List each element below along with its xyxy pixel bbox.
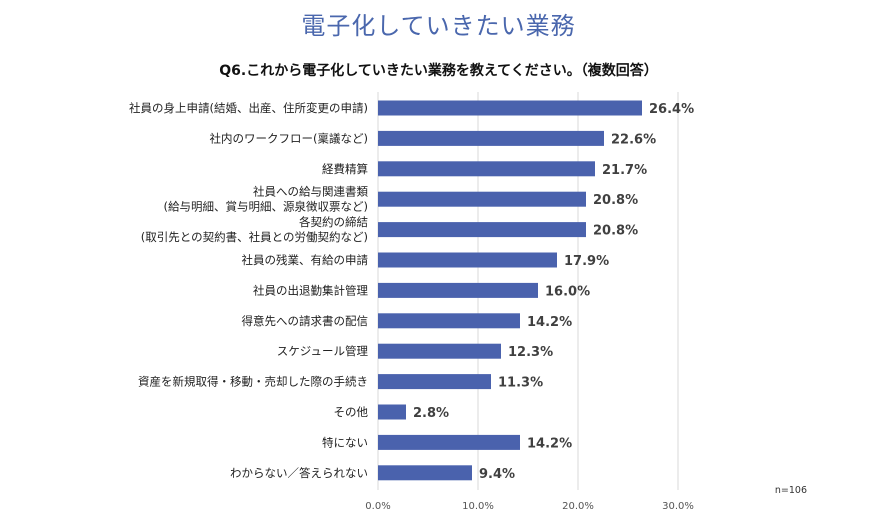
sample-size-note: n=106 bbox=[774, 485, 807, 496]
category-label: わからない／答えられない bbox=[230, 466, 368, 480]
data-label: 20.8% bbox=[593, 193, 638, 208]
category-label: スケジュール管理 bbox=[277, 344, 369, 358]
data-label: 16.0% bbox=[545, 284, 590, 299]
category-label: 社内のワークフロー(稟議など) bbox=[210, 131, 368, 145]
data-label: 17.9% bbox=[564, 254, 609, 269]
data-label: 11.3% bbox=[498, 376, 543, 391]
bar bbox=[378, 404, 406, 420]
question-text: Q6.これから電子化していきたい業務を教えてください。（複数回答） bbox=[219, 63, 658, 79]
x-tick-label: 0.0% bbox=[365, 501, 390, 512]
category-label: 資産を新規取得・移動・売却した際の手続き bbox=[138, 375, 368, 389]
bar bbox=[378, 222, 586, 238]
data-label: 20.8% bbox=[593, 224, 638, 239]
data-label: 9.4% bbox=[479, 467, 515, 482]
x-tick-label: 20.0% bbox=[562, 501, 594, 512]
category-label: 社員の身上申請(結婚、出産、住所変更の申請) bbox=[129, 101, 368, 115]
bar bbox=[378, 434, 520, 450]
data-label: 14.2% bbox=[527, 436, 572, 451]
data-label: 2.8% bbox=[413, 406, 449, 421]
bar bbox=[378, 130, 604, 146]
data-label: 12.3% bbox=[508, 345, 553, 360]
category-label: 社員への給与関連書類 bbox=[253, 185, 368, 199]
bar bbox=[378, 252, 557, 268]
data-label: 14.2% bbox=[527, 315, 572, 330]
category-label: 社員の残業、有給の申請 bbox=[242, 253, 369, 267]
category-label: 各契約の締結 bbox=[299, 215, 368, 229]
category-label: 社員の出退勤集計管理 bbox=[253, 283, 368, 297]
data-label: 21.7% bbox=[602, 163, 647, 178]
category-label: 特にない bbox=[322, 435, 368, 449]
chart-title: 電子化していきたい業務 bbox=[301, 12, 576, 40]
category-label: その他 bbox=[334, 405, 369, 419]
data-label: 26.4% bbox=[649, 102, 694, 117]
bar bbox=[378, 161, 595, 177]
x-tick-label: 10.0% bbox=[462, 501, 494, 512]
bar bbox=[378, 313, 520, 329]
bar bbox=[378, 191, 586, 207]
x-tick-label: 30.0% bbox=[662, 501, 694, 512]
bar bbox=[378, 282, 538, 298]
bar bbox=[378, 100, 642, 116]
bar bbox=[378, 343, 501, 359]
bar bbox=[378, 374, 491, 390]
category-label: 得意先への請求書の配信 bbox=[242, 314, 369, 328]
category-label: (取引先との契約書、社員との労働契約など) bbox=[141, 230, 368, 244]
data-label: 22.6% bbox=[611, 132, 656, 147]
category-label: 経費精算 bbox=[322, 162, 368, 176]
bar bbox=[378, 465, 472, 481]
category-label: (給与明細、賞与明細、源泉徴収票など) bbox=[164, 200, 368, 214]
